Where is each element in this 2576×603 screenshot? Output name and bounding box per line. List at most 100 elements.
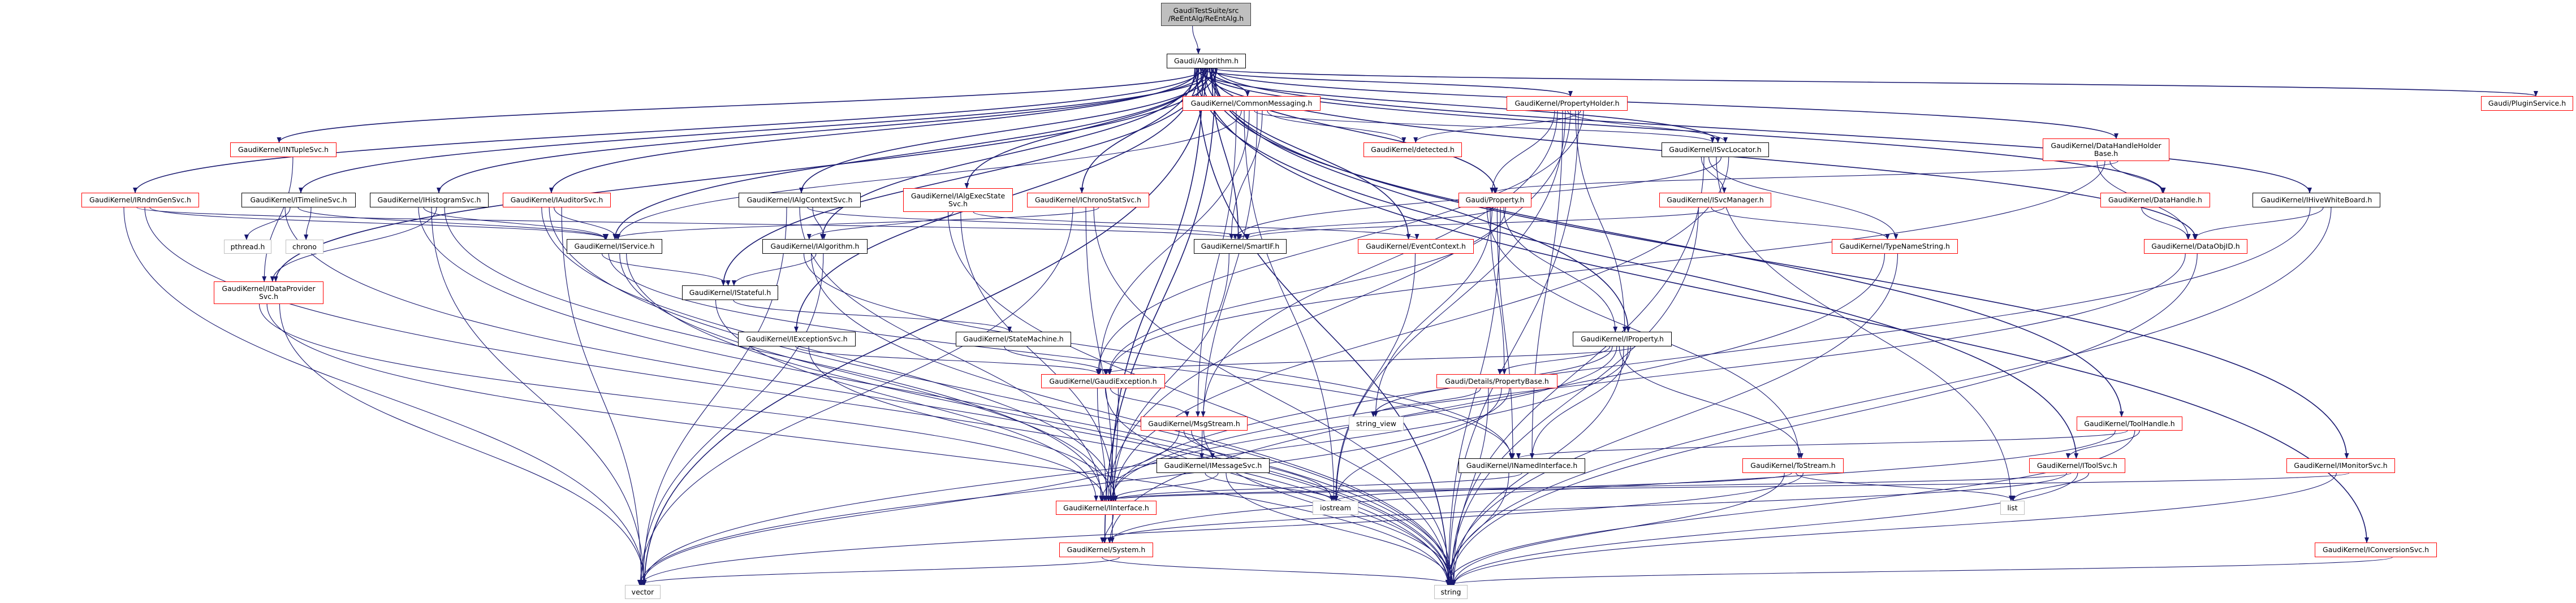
edge-rndmgensvc-to-string (144, 207, 1451, 585)
node-vector: vector (625, 585, 661, 599)
node-messagesvc[interactable]: GaudiKernel/IMessageSvc.h (1157, 458, 1270, 473)
edge-propertybase-to-vector (638, 388, 1510, 585)
edge-gaudiexception-to-system (1110, 388, 1119, 543)
edge-algcontextsvc-to-smartif (807, 207, 1250, 240)
edge-smartif-to-interface (1111, 253, 1229, 501)
node-algcontextsvc[interactable]: GaudiKernel/IAlgContextSvc.h (739, 193, 861, 207)
edge-exceptionsvc-to-interface (808, 346, 1118, 501)
edge-msgstream-to-messagesvc (1183, 430, 1215, 459)
node-histogramsvc[interactable]: GaudiKernel/IHistogramSvc.h (370, 193, 489, 207)
edge-propertyholder-to-gaudiexception (1095, 110, 1584, 375)
edge-propertybase-to-stringview (1371, 388, 1481, 417)
node-hivewhiteboard[interactable]: GaudiKernel/IHiveWhiteBoard.h (2253, 193, 2380, 207)
node-toolhandle[interactable]: GaudiKernel/ToolHandle.h (2077, 417, 2182, 431)
node-ntuplesvc[interactable]: GaudiKernel/INTupleSvc.h (230, 142, 336, 157)
edge-rndmgensvc-to-service (149, 207, 609, 240)
node-property[interactable]: Gaudi/Property.h (1459, 193, 1531, 207)
node-propertyholder[interactable]: GaudiKernel/PropertyHolder.h (1507, 96, 1628, 111)
node-service[interactable]: GaudiKernel/IService.h (567, 239, 662, 254)
node-datahandle[interactable]: GaudiKernel/DataHandle.h (2100, 193, 2210, 207)
edge-messagesvc-to-iostream (1205, 472, 1334, 501)
edge-algorithm-to-svclocator (1196, 68, 1720, 143)
node-tostream[interactable]: GaudiKernel/ToStream.h (1742, 458, 1844, 473)
edge-histogramsvc-to-interface (444, 207, 1105, 501)
node-typenamestring[interactable]: GaudiKernel/TypeNameString.h (1832, 239, 1958, 254)
edge-algorithm-to-vector (642, 68, 1207, 585)
node-rndmgensvc[interactable]: GaudiKernel/IRndmGenSvc.h (81, 193, 199, 207)
edge-algorithm-to-timelinesvc (299, 68, 1217, 193)
node-smartif[interactable]: GaudiKernel/SmartIF.h (1194, 239, 1287, 254)
edge-hivewhiteboard-to-dataobjid (2192, 207, 2324, 240)
node-statemachine[interactable]: GaudiKernel/StateMachine.h (956, 332, 1071, 346)
edge-histogramsvc-to-vector (431, 207, 646, 585)
edge-svclocator-to-typenamestring (1708, 157, 1898, 240)
node-msgstream[interactable]: GaudiKernel/MsgStream.h (1141, 417, 1248, 431)
edge-auditorsvc-to-string (549, 207, 1454, 585)
node-datahandleholderbase[interactable]: GaudiKernel/DataHandleHolder Base.h (2043, 138, 2169, 161)
edge-algorithm-to-service (612, 68, 1207, 240)
node-timelinesvc[interactable]: GaudiKernel/ITimelineSvc.h (241, 193, 356, 207)
edge-algorithm-to-algcontextsvc (799, 68, 1214, 193)
node-toolsvc[interactable]: GaudiKernel/IToolSvc.h (2029, 458, 2125, 473)
edge-chronostatsvc-to-interface (1085, 207, 1116, 501)
node-root[interactable]: GaudiTestSuite/src /ReEntAlg/ReEntAlg.h (1161, 3, 1251, 26)
edge-histogramsvc-to-dataprovidersvc (270, 207, 437, 282)
node-exceptionsvc[interactable]: GaudiKernel/IExceptionSvc.h (738, 332, 856, 346)
edge-svcmanager-to-typenamestring (1711, 207, 1890, 240)
edge-algorithm-to-ialgorithm (820, 68, 1197, 240)
node-interface[interactable]: GaudiKernel/IInterface.h (1056, 501, 1157, 515)
edge-dataprovidersvc-to-vector (279, 303, 647, 585)
node-svcmanager[interactable]: GaudiKernel/ISvcManager.h (1659, 193, 1771, 207)
edge-datahandleholderbase-to-datahandle (2109, 160, 2165, 193)
node-stateful[interactable]: GaudiKernel/IStateful.h (682, 285, 778, 300)
edge-datahandle-to-dataobjid (2141, 207, 2190, 240)
edge-iproperty-to-tostream (1619, 346, 1803, 459)
edge-messagesvc-to-string (1226, 472, 1453, 585)
edge-monitorsvc-to-string (1451, 472, 2337, 585)
node-conversionsvc[interactable]: GaudiKernel/IConversionSvc.h (2315, 543, 2437, 557)
edge-property-to-namedinterface (1496, 207, 1515, 459)
edge-messagesvc-to-interface (1109, 472, 1219, 501)
node-gaudiexception[interactable]: GaudiKernel/GaudiException.h (1041, 374, 1165, 388)
node-system[interactable]: GaudiKernel/System.h (1059, 543, 1153, 557)
node-dataobjid[interactable]: GaudiKernel/DataObjID.h (2144, 239, 2247, 254)
node-auditorsvc[interactable]: GaudiKernel/IAuditorSvc.h (503, 193, 611, 207)
edge-tostream-to-list (1796, 472, 2016, 501)
edge-timelinesvc-to-service (297, 207, 608, 240)
node-monitorsvc[interactable]: GaudiKernel/IMonitorSvc.h (2286, 458, 2395, 473)
node-eventcontext[interactable]: GaudiKernel/EventContext.h (1358, 239, 1474, 254)
edge-auditorsvc-to-service (554, 207, 619, 240)
node-dataprovidersvc[interactable]: GaudiKernel/IDataProvider Svc.h (214, 281, 323, 304)
edge-algorithm-to-stateful (721, 68, 1209, 286)
edge-timelinesvc-to-chrono (304, 207, 312, 240)
edge-statemachine-to-gaudiexception (1004, 346, 1109, 375)
node-detected[interactable]: GaudiKernel/detected.h (1363, 142, 1462, 157)
node-propertybase[interactable]: Gaudi/Details/PropertyBase.h (1436, 374, 1557, 388)
node-pluginservice[interactable]: Gaudi/PluginService.h (2481, 96, 2573, 111)
edge-stateful-to-interface (715, 300, 1099, 501)
node-chronostatsvc[interactable]: GaudiKernel/IChronoStatSvc.h (1027, 193, 1149, 207)
node-ialgorithm[interactable]: GaudiKernel/IAlgorithm.h (762, 239, 868, 254)
edge-dataprovidersvc-to-string (266, 303, 1451, 585)
edge-propertyholder-to-property (1490, 110, 1555, 193)
node-algorithm[interactable]: Gaudi/Algorithm.h (1167, 54, 1246, 68)
edge-ialgorithm-to-namedinterface (803, 253, 1513, 459)
node-iproperty[interactable]: GaudiKernel/IProperty.h (1573, 332, 1672, 346)
edge-iproperty-to-gaudiexception (1103, 346, 1636, 375)
node-string: string (1434, 585, 1468, 599)
node-algexecstatesvc[interactable]: GaudiKernel/IAlgExecState Svc.h (903, 188, 1013, 212)
node-svclocator[interactable]: GaudiKernel/ISvcLocator.h (1662, 142, 1769, 157)
edge-property-to-iproperty (1503, 207, 1618, 332)
node-namedinterface[interactable]: GaudiKernel/INamedInterface.h (1459, 458, 1585, 473)
edge-iproperty-to-namedinterface (1530, 346, 1629, 459)
edge-algorithm-to-histogramsvc (437, 68, 1208, 193)
edge-datahandleholderbase-to-gaudiexception (1107, 160, 2105, 375)
node-commonmessaging[interactable]: GaudiKernel/CommonMessaging.h (1183, 96, 1321, 111)
edge-algorithm-to-pluginservice (1214, 68, 2538, 97)
edge-typenamestring-to-string (1448, 253, 1898, 585)
edge-propertybase-to-string (1451, 388, 1489, 585)
edge-chronostatsvc-to-vector (638, 207, 1073, 585)
edge-svclocator-to-string (1448, 157, 1705, 585)
edge-tostream-to-vector (638, 472, 1803, 585)
edge-rndmgensvc-to-vector (123, 207, 647, 585)
